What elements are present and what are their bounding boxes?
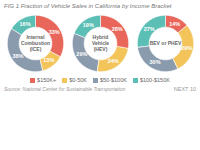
svg-text:HybridVehicle(HEV): HybridVehicle(HEV) bbox=[92, 34, 109, 52]
html-text:NEXT 10: NEXT 10 bbox=[173, 86, 196, 92]
svg-text:29%: 29% bbox=[181, 45, 192, 51]
svg-text:28%: 28% bbox=[112, 26, 123, 32]
svg-text:19%: 19% bbox=[83, 22, 94, 28]
svg-text:33%: 33% bbox=[49, 29, 60, 35]
html-text:FIG 1 Fraction of Vehicle Sale: FIG 1 Fraction of Vehicle Sales in Calif… bbox=[4, 3, 172, 9]
svg-text:14%: 14% bbox=[169, 21, 180, 27]
svg-text:BEV or PHEV: BEV or PHEV bbox=[150, 40, 182, 46]
html-text:$50-$100K: $50-$100K bbox=[100, 77, 127, 83]
html-text:$0-50K: $0-50K bbox=[69, 77, 87, 83]
svg-text:29%: 29% bbox=[76, 51, 87, 57]
html-text:Source: National Center for Su: Source: National Center for Sustainable … bbox=[4, 86, 126, 92]
svg-text:13%: 13% bbox=[43, 57, 54, 63]
html-text:$100-$150K: $100-$150K bbox=[139, 77, 170, 83]
svg-text:16%: 16% bbox=[20, 21, 31, 27]
svg-text:38%: 38% bbox=[12, 53, 23, 59]
svg-text:24%: 24% bbox=[108, 58, 119, 64]
svg-text:27%: 27% bbox=[144, 26, 155, 32]
svg-text:30%: 30% bbox=[150, 59, 161, 65]
html-text:$150K+: $150K+ bbox=[37, 77, 57, 83]
svg-text:InternalCombustion(ICE): InternalCombustion(ICE) bbox=[21, 34, 50, 52]
